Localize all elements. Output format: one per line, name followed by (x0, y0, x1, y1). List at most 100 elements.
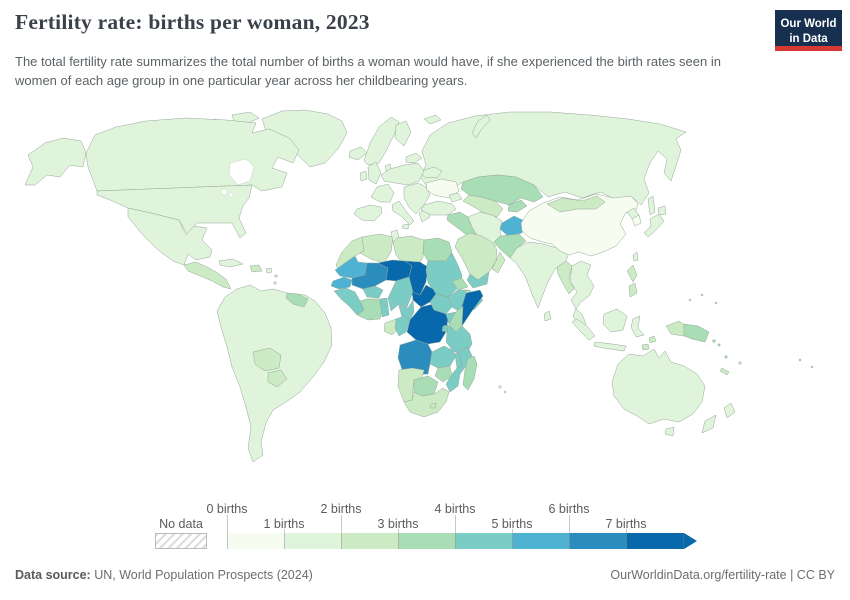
region-botswana[interactable] (413, 375, 439, 397)
region-mongolia[interactable] (546, 195, 606, 213)
legend-bin-5-6[interactable] (513, 533, 570, 549)
region-comoros[interactable] (462, 348, 466, 352)
region-usa[interactable] (96, 184, 253, 239)
region-baltics[interactable] (405, 152, 423, 164)
region-australia[interactable] (611, 348, 706, 425)
region-iberia[interactable] (353, 204, 383, 222)
region-germany-poland[interactable] (380, 162, 425, 186)
region-taiwan[interactable] (632, 251, 639, 262)
region-saudi-arabia[interactable] (454, 232, 498, 281)
region-solomon-islands[interactable] (717, 343, 721, 347)
region-gabon[interactable] (383, 318, 400, 336)
region-belarus[interactable] (420, 166, 443, 179)
region-kyrgyzstan-tajikistan[interactable] (507, 199, 528, 213)
region-morocco[interactable] (335, 236, 370, 270)
region-scandinavia[interactable] (363, 116, 400, 166)
region-italy[interactable] (391, 200, 415, 226)
region-fiji[interactable] (738, 361, 742, 365)
region-new-zealand[interactable] (701, 414, 717, 434)
region-paraguay[interactable] (267, 369, 288, 388)
region-china[interactable] (520, 193, 639, 257)
region-finland[interactable] (394, 120, 412, 147)
region-indochina[interactable] (569, 260, 595, 310)
region-sakhalin[interactable] (647, 195, 656, 216)
region-egypt[interactable] (422, 237, 453, 262)
region-bolivia[interactable] (252, 347, 282, 372)
region-tasmania[interactable] (664, 426, 675, 437)
region-zambia[interactable] (429, 345, 457, 369)
region-france[interactable] (370, 183, 395, 203)
region-lesser-antilles[interactable] (273, 281, 277, 285)
legend-bin-6-7[interactable] (570, 533, 627, 549)
region-maluku-timor[interactable] (641, 343, 650, 351)
region-sumatra[interactable] (571, 318, 596, 341)
region-zimbabwe[interactable] (434, 365, 453, 383)
region-lesser-antilles[interactable] (274, 274, 278, 278)
region-lesotho[interactable] (429, 402, 437, 409)
region-guinea-group[interactable] (333, 287, 365, 316)
region-canada-arctic[interactable] (231, 111, 260, 125)
region-afghanistan[interactable] (499, 215, 526, 237)
region-polynesia[interactable] (798, 358, 802, 362)
region-senegal[interactable] (330, 276, 353, 290)
region-polynesia[interactable] (810, 365, 814, 369)
region-micronesia[interactable] (700, 293, 704, 297)
region-solomon-islands[interactable] (712, 339, 716, 343)
region-oman[interactable] (491, 251, 506, 274)
region-japan[interactable] (657, 205, 667, 216)
no-data-swatch[interactable] (155, 533, 207, 549)
region-cuba[interactable] (218, 258, 244, 268)
legend-bin-1-2[interactable] (285, 533, 342, 549)
region-papua-new-guinea[interactable] (683, 323, 710, 343)
region-mauritius-reunion[interactable] (503, 390, 507, 394)
region-eritrea[interactable] (451, 277, 469, 291)
region-burkina-faso[interactable] (362, 285, 384, 299)
region-micronesia[interactable] (714, 301, 718, 305)
region-svalbard[interactable] (423, 114, 442, 125)
region-puerto-rico[interactable] (265, 267, 273, 274)
credit-link[interactable]: OurWorldinData.org/fertility-rate | CC B… (610, 568, 835, 582)
region-central-america[interactable] (183, 261, 232, 290)
region-sicily[interactable] (401, 223, 410, 230)
region-sulawesi[interactable] (630, 315, 645, 338)
region-micronesia[interactable] (688, 298, 692, 302)
region-uzbekistan-turkmenistan[interactable] (462, 194, 504, 218)
region-congo[interactable] (394, 315, 411, 337)
region-cote-divoire-ghana[interactable] (356, 298, 383, 321)
region-ireland[interactable] (359, 170, 368, 182)
region-algeria[interactable] (359, 233, 394, 264)
region-japan[interactable] (643, 213, 665, 238)
region-south-korea[interactable] (631, 214, 642, 227)
region-hispaniola[interactable] (249, 264, 263, 273)
region-sri-lanka[interactable] (543, 310, 552, 322)
region-java[interactable] (593, 341, 627, 352)
region-guyanas[interactable] (285, 292, 309, 308)
legend-bin-7+[interactable] (627, 533, 684, 549)
region-new-zealand[interactable] (723, 402, 736, 419)
region-mozambique[interactable] (445, 346, 473, 393)
region-alaska[interactable] (24, 137, 87, 186)
region-caucasus[interactable] (448, 192, 463, 203)
region-vanuatu[interactable] (724, 355, 728, 359)
legend-bin-4-5[interactable] (456, 533, 513, 549)
region-philippines[interactable] (628, 282, 638, 298)
region-mauritius-reunion[interactable] (498, 385, 502, 389)
region-russia[interactable] (419, 111, 687, 206)
region-madagascar[interactable] (462, 355, 478, 391)
region-mexico[interactable] (127, 207, 213, 266)
region-philippines[interactable] (626, 264, 638, 283)
region-west-new-guinea[interactable] (665, 320, 687, 337)
region-new-caledonia[interactable] (719, 367, 730, 376)
region-maluku-timor[interactable] (648, 335, 657, 344)
region-myanmar[interactable] (556, 260, 575, 295)
owid-logo[interactable]: Our World in Data (775, 10, 842, 51)
region-turkey[interactable] (420, 200, 457, 216)
region-novaya-zemlya[interactable] (471, 114, 491, 139)
region-yemen[interactable] (466, 271, 490, 289)
region-uk[interactable] (367, 161, 382, 185)
region-iceland[interactable] (348, 146, 368, 161)
region-borneo[interactable] (602, 308, 628, 333)
legend-bin-3-4[interactable] (399, 533, 456, 549)
region-nigeria[interactable] (387, 276, 414, 312)
region-togo-benin[interactable] (379, 297, 390, 318)
